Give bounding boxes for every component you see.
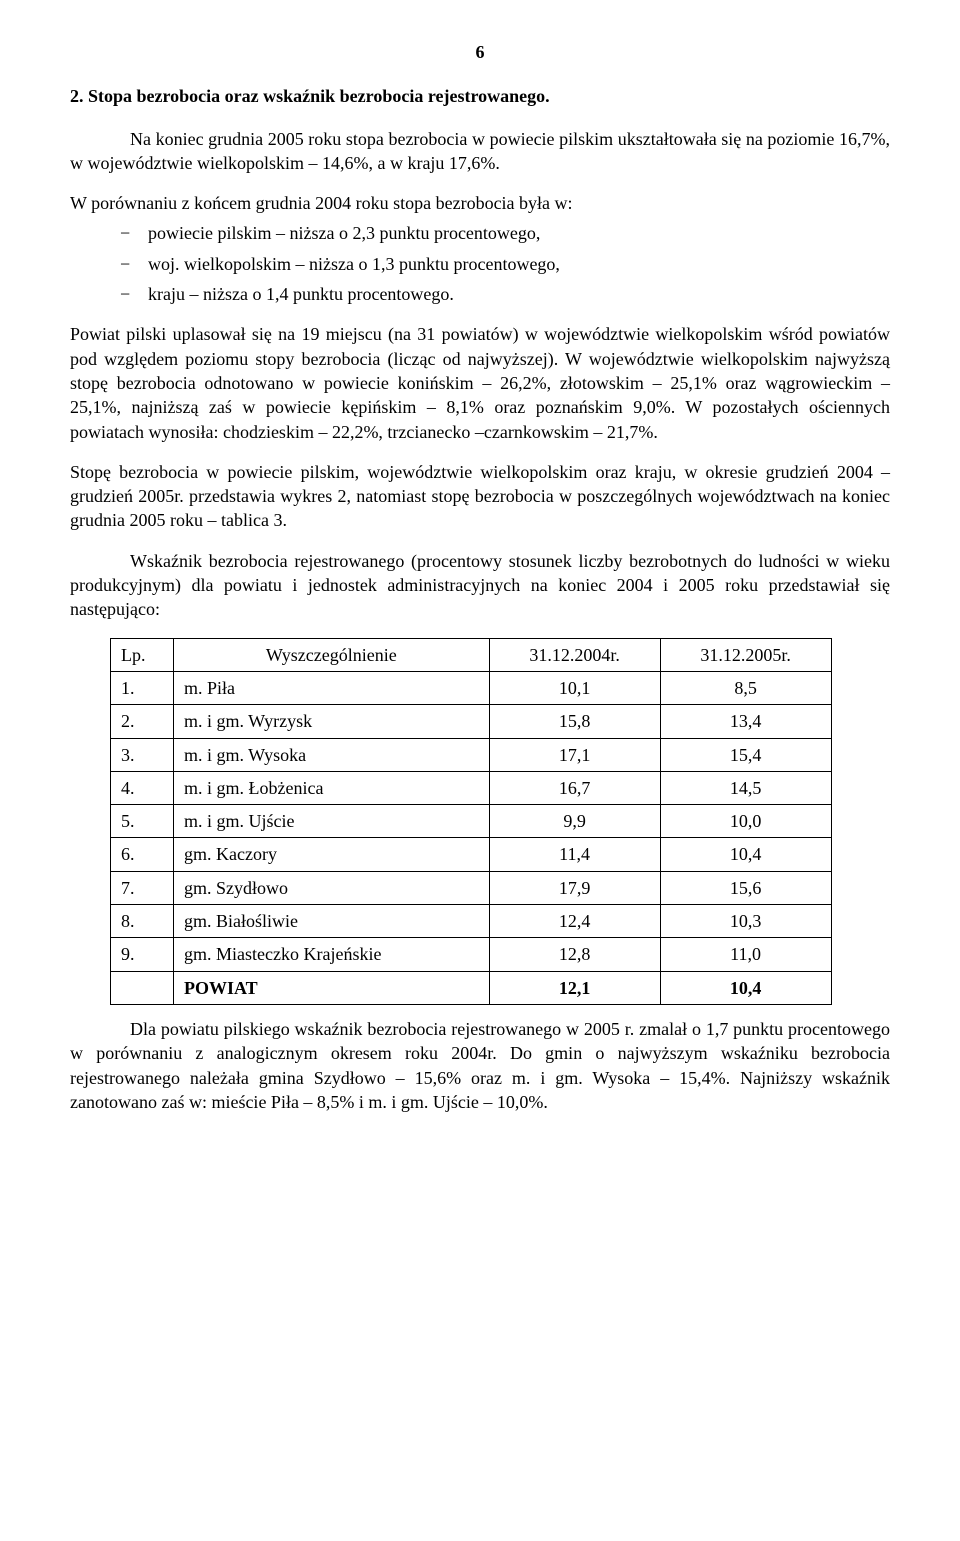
cell-lp: 1. [111, 671, 174, 704]
cell-total-val: 12,1 [489, 971, 660, 1004]
paragraph-6: Dla powiatu pilskiego wskaźnik bezroboci… [70, 1017, 890, 1114]
cell-lp: 4. [111, 771, 174, 804]
cell-val: 17,1 [489, 738, 660, 771]
cell-val: 16,7 [489, 771, 660, 804]
cell-lp: 5. [111, 805, 174, 838]
table-row: 5. m. i gm. Ujście 9,9 10,0 [111, 805, 832, 838]
cell-val: 10,1 [489, 671, 660, 704]
table-row: 1. m. Piła 10,1 8,5 [111, 671, 832, 704]
cell-name: m. i gm. Wyrzysk [174, 705, 490, 738]
table-row: 4. m. i gm. Łobżenica 16,7 14,5 [111, 771, 832, 804]
cell-val: 9,9 [489, 805, 660, 838]
cell-val: 10,3 [660, 905, 831, 938]
page-number: 6 [70, 40, 890, 64]
col-header-2005: 31.12.2005r. [660, 638, 831, 671]
table-row: 2. m. i gm. Wyrzysk 15,8 13,4 [111, 705, 832, 738]
cell-lp: 9. [111, 938, 174, 971]
cell-val: 11,0 [660, 938, 831, 971]
cell-val: 10,0 [660, 805, 831, 838]
paragraph-4: Stopę bezrobocia w powiecie pilskim, woj… [70, 460, 890, 533]
cell-lp: 2. [111, 705, 174, 738]
data-table: Lp. Wyszczególnienie 31.12.2004r. 31.12.… [110, 638, 832, 1005]
cell-val: 15,6 [660, 871, 831, 904]
bullet-list: powiecie pilskim – niższa o 2,3 punktu p… [70, 221, 890, 306]
cell-val: 8,5 [660, 671, 831, 704]
cell-val: 17,9 [489, 871, 660, 904]
cell-val: 12,4 [489, 905, 660, 938]
col-header-name: Wyszczególnienie [174, 638, 490, 671]
cell-val: 10,4 [660, 838, 831, 871]
cell-lp: 6. [111, 838, 174, 871]
cell-name: gm. Szydłowo [174, 871, 490, 904]
cell-name: m. i gm. Wysoka [174, 738, 490, 771]
cell-total-val: 10,4 [660, 971, 831, 1004]
table-total-row: POWIAT 12,1 10,4 [111, 971, 832, 1004]
cell-val: 13,4 [660, 705, 831, 738]
paragraph-3: Powiat pilski uplasował się na 19 miejsc… [70, 322, 890, 443]
table-row: 8. gm. Białośliwie 12,4 10,3 [111, 905, 832, 938]
cell-lp [111, 971, 174, 1004]
cell-val: 15,4 [660, 738, 831, 771]
table-row: 3. m. i gm. Wysoka 17,1 15,4 [111, 738, 832, 771]
table-row: 6. gm. Kaczory 11,4 10,4 [111, 838, 832, 871]
list-item: kraju – niższa o 1,4 punktu procentowego… [120, 282, 890, 306]
list-item: woj. wielkopolskim – niższa o 1,3 punktu… [120, 252, 890, 276]
cell-name: gm. Białośliwie [174, 905, 490, 938]
cell-lp: 3. [111, 738, 174, 771]
cell-val: 15,8 [489, 705, 660, 738]
col-header-2004: 31.12.2004r. [489, 638, 660, 671]
cell-name: m. i gm. Ujście [174, 805, 490, 838]
paragraph-2: W porównaniu z końcem grudnia 2004 roku … [70, 191, 890, 215]
cell-val: 11,4 [489, 838, 660, 871]
cell-val: 14,5 [660, 771, 831, 804]
cell-lp: 7. [111, 871, 174, 904]
cell-name: m. Piła [174, 671, 490, 704]
cell-name: gm. Miasteczko Krajeńskie [174, 938, 490, 971]
cell-total-label: POWIAT [174, 971, 490, 1004]
cell-name: m. i gm. Łobżenica [174, 771, 490, 804]
cell-val: 12,8 [489, 938, 660, 971]
table-row: 9. gm. Miasteczko Krajeńskie 12,8 11,0 [111, 938, 832, 971]
table-header-row: Lp. Wyszczególnienie 31.12.2004r. 31.12.… [111, 638, 832, 671]
col-header-lp: Lp. [111, 638, 174, 671]
table-row: 7. gm. Szydłowo 17,9 15,6 [111, 871, 832, 904]
paragraph-1: Na koniec grudnia 2005 roku stopa bezrob… [70, 127, 890, 176]
list-item: powiecie pilskim – niższa o 2,3 punktu p… [120, 221, 890, 245]
cell-name: gm. Kaczory [174, 838, 490, 871]
section-title: 2. Stopa bezrobocia oraz wskaźnik bezrob… [70, 84, 890, 108]
paragraph-5: Wskaźnik bezrobocia rejestrowanego (proc… [70, 549, 890, 622]
cell-lp: 8. [111, 905, 174, 938]
